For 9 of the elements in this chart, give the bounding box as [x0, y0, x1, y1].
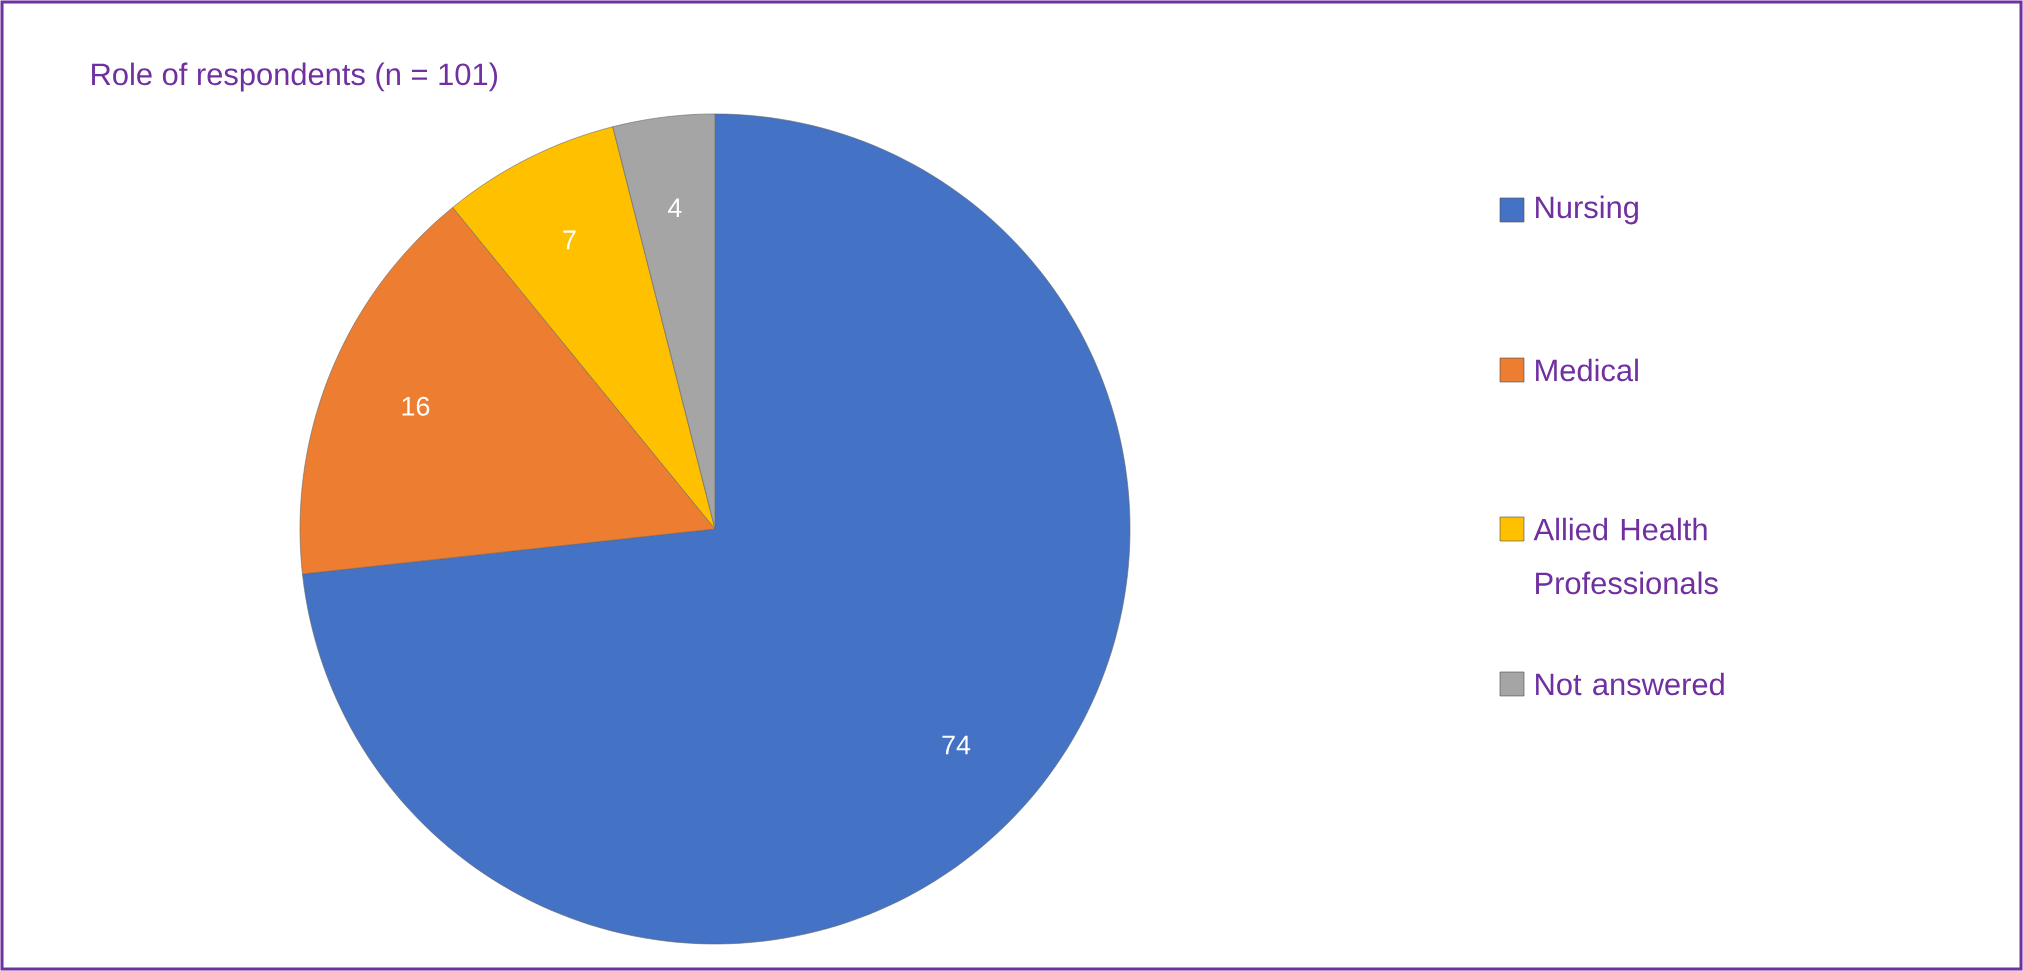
data-label: 16 — [402, 396, 430, 416]
data-label: 74 — [942, 735, 971, 755]
chart-title: Role of respondents (n = 101) — [92, 62, 498, 92]
legend-label: Allied Health Professionals — [1533, 517, 1718, 595]
data-label: 4 — [667, 198, 682, 218]
data-label: 7 — [563, 230, 576, 250]
legend-label: Nursing — [1536, 195, 1638, 225]
legend-label: Not answered — [1536, 672, 1724, 696]
legend-label: Medical — [1536, 358, 1638, 382]
